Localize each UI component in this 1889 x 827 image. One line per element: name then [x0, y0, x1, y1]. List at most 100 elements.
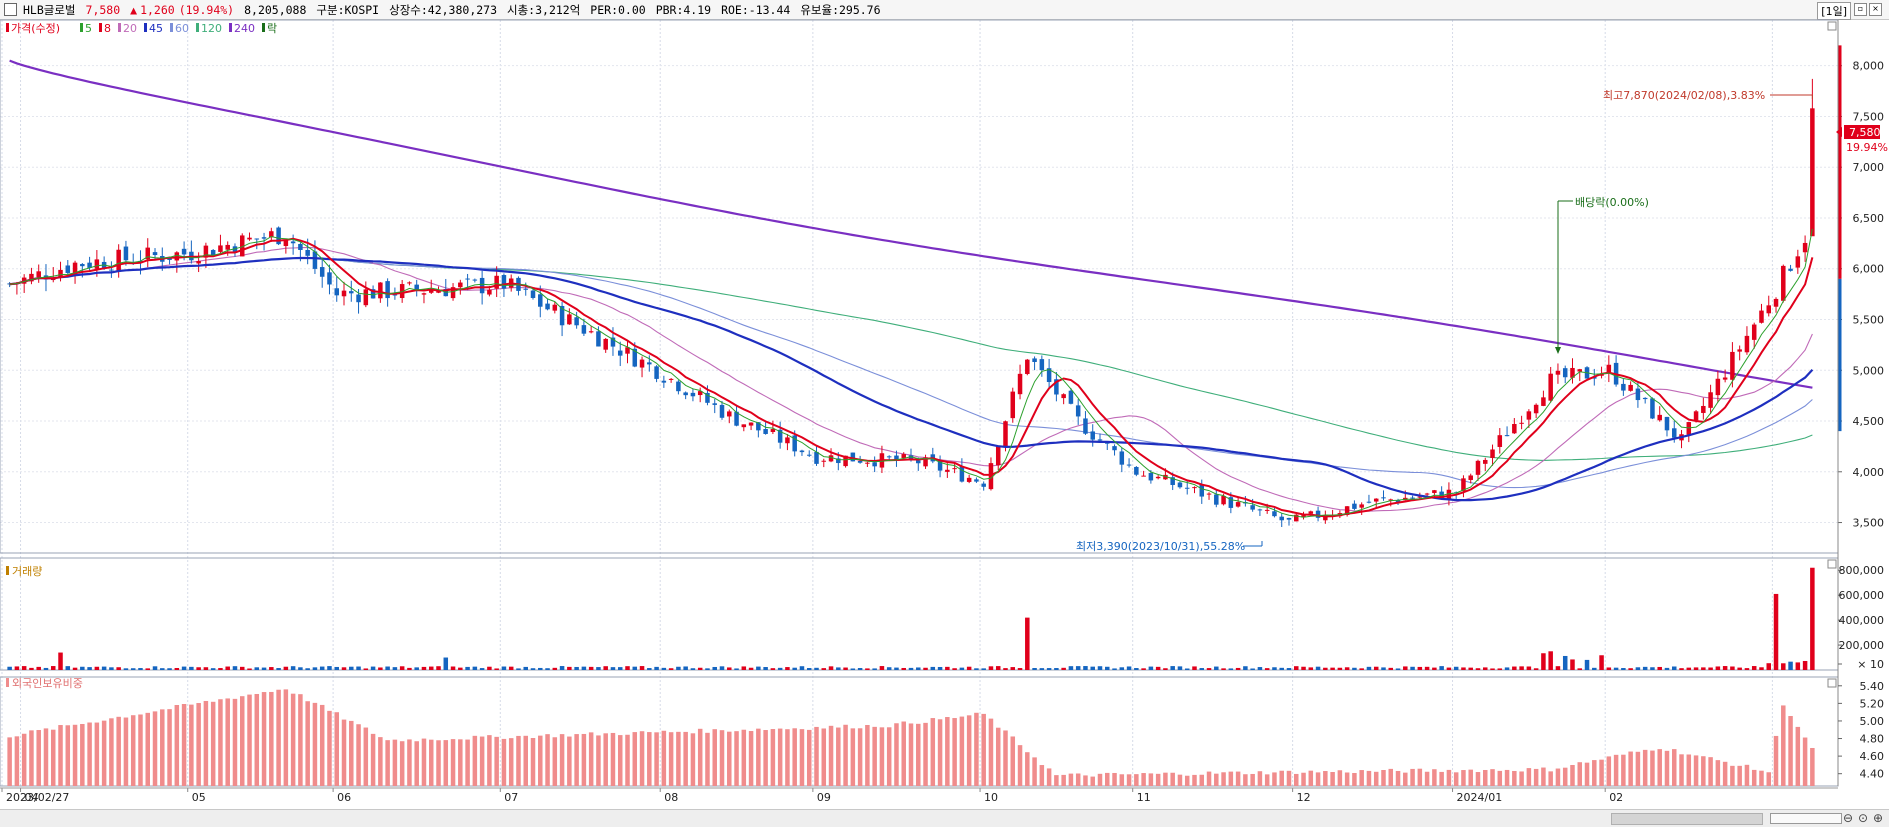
- select-checkbox[interactable]: [4, 3, 17, 16]
- low-annotation: 최저3,390(2023/10/31),55.28%: [1076, 540, 1263, 553]
- foreign-bar: [879, 727, 885, 786]
- volume-bar: [828, 666, 834, 670]
- candle-body: [734, 411, 739, 426]
- foreign-bar: [43, 728, 49, 786]
- zoom-out-icon[interactable]: ⊖: [1843, 811, 1854, 825]
- volume-bar: [443, 657, 449, 670]
- x-tick-label: 2023/02/27: [6, 791, 69, 804]
- restore-window-icon[interactable]: ▫: [1854, 3, 1867, 16]
- ma-240-path: [9, 59, 1813, 389]
- foreign-bar: [523, 735, 528, 786]
- volume-bars: [7, 567, 1815, 670]
- volume-bar: [138, 668, 143, 670]
- candle-body: [472, 279, 478, 281]
- volume-bar: [1010, 667, 1016, 670]
- volume-bar: [196, 667, 201, 670]
- foreign-bar: [843, 724, 848, 786]
- foreign-bar: [516, 735, 521, 786]
- ma-legend-label: 5: [85, 22, 92, 35]
- volume-bar: [508, 666, 514, 670]
- volume-bar: [654, 666, 659, 670]
- foreign-bar: [1744, 764, 1750, 786]
- foreign-bar: [1337, 770, 1343, 786]
- volume-bar: [58, 652, 63, 670]
- foreign-bar: [218, 699, 223, 786]
- horizontal-scrollbar[interactable]: [1611, 813, 1763, 825]
- volume-bar: [1286, 668, 1292, 670]
- volume-bar: [43, 667, 49, 670]
- foreign-bar: [1148, 773, 1154, 786]
- ma-8-line: [9, 237, 1814, 518]
- drop-legend-swatch: [262, 23, 265, 32]
- foreign-bar: [378, 737, 383, 786]
- timeframe-selector[interactable]: [1일]: [1817, 2, 1851, 20]
- volume-bar: [806, 668, 812, 670]
- volume-bar: [1359, 668, 1364, 670]
- trade-volume: 8,205,088: [244, 2, 307, 17]
- foreign-bar: [436, 740, 441, 786]
- candle-body: [538, 294, 543, 307]
- volume-bar: [1279, 667, 1284, 670]
- foreign-bar: [886, 727, 892, 786]
- zoom-in-icon[interactable]: ⊕: [1873, 811, 1884, 825]
- foreign-bar: [414, 741, 419, 786]
- candle-body: [850, 452, 856, 462]
- foreign-bar: [399, 741, 405, 786]
- foreign-bar: [792, 728, 797, 786]
- candle-body: [94, 259, 100, 269]
- volume-bar: [1228, 668, 1234, 670]
- candle-body: [545, 303, 550, 310]
- last-price-marker: 7,580 19.94%: [1836, 125, 1888, 154]
- foreign-tick-label: 4.80: [1860, 733, 1885, 746]
- volume-bar: [1243, 666, 1248, 670]
- candle-body: [1722, 377, 1728, 380]
- candle-body: [937, 460, 943, 471]
- zoom-slider[interactable]: [1770, 813, 1842, 824]
- foreign-bar: [1010, 736, 1016, 786]
- volume-bar: [1366, 666, 1372, 670]
- volume-bar: [145, 668, 151, 670]
- volume-bar: [378, 667, 383, 670]
- foreign-bar: [734, 731, 739, 786]
- foreign-bar: [392, 739, 398, 786]
- candle-body: [239, 235, 245, 257]
- volume-bar: [1730, 666, 1735, 670]
- candle-body: [450, 287, 456, 299]
- volume-bar: [1708, 667, 1713, 670]
- candle-body: [1054, 379, 1059, 395]
- foreign-bar: [1301, 772, 1306, 786]
- candle-body: [1025, 359, 1030, 374]
- foreign-bar: [225, 698, 230, 786]
- volume-bar: [80, 666, 85, 670]
- ma-8-path: [9, 237, 1814, 518]
- candle-body: [567, 314, 572, 325]
- price-change-percent: (19.94%): [178, 2, 235, 17]
- candle-body: [923, 457, 928, 467]
- volume-bar: [399, 666, 405, 670]
- foreign-bar: [1708, 757, 1713, 786]
- candle-body: [428, 290, 434, 293]
- close-window-icon[interactable]: ×: [1869, 3, 1882, 16]
- candle-body: [814, 451, 819, 464]
- foreign-bar: [130, 715, 136, 786]
- candle-body: [574, 317, 579, 326]
- volume-legend-swatch: [6, 566, 9, 575]
- zoom-reset-icon[interactable]: ⊙: [1858, 811, 1869, 825]
- candle-body: [1432, 490, 1437, 493]
- volume-bar: [1715, 666, 1721, 670]
- foreign-bar: [261, 692, 267, 786]
- candle-body: [632, 348, 638, 367]
- volume-bar: [1635, 667, 1641, 670]
- candle-body: [203, 245, 209, 258]
- candle-body: [1170, 477, 1175, 485]
- foreign-bar: [1105, 772, 1110, 786]
- volume-bar: [1701, 667, 1706, 670]
- candle-body: [617, 350, 623, 356]
- candle-body: [952, 468, 957, 470]
- candle-body: [1475, 460, 1481, 475]
- candle-body: [479, 277, 485, 294]
- foreign-bar: [1184, 775, 1190, 786]
- candle-body: [995, 446, 1001, 466]
- volume-bar: [668, 668, 674, 670]
